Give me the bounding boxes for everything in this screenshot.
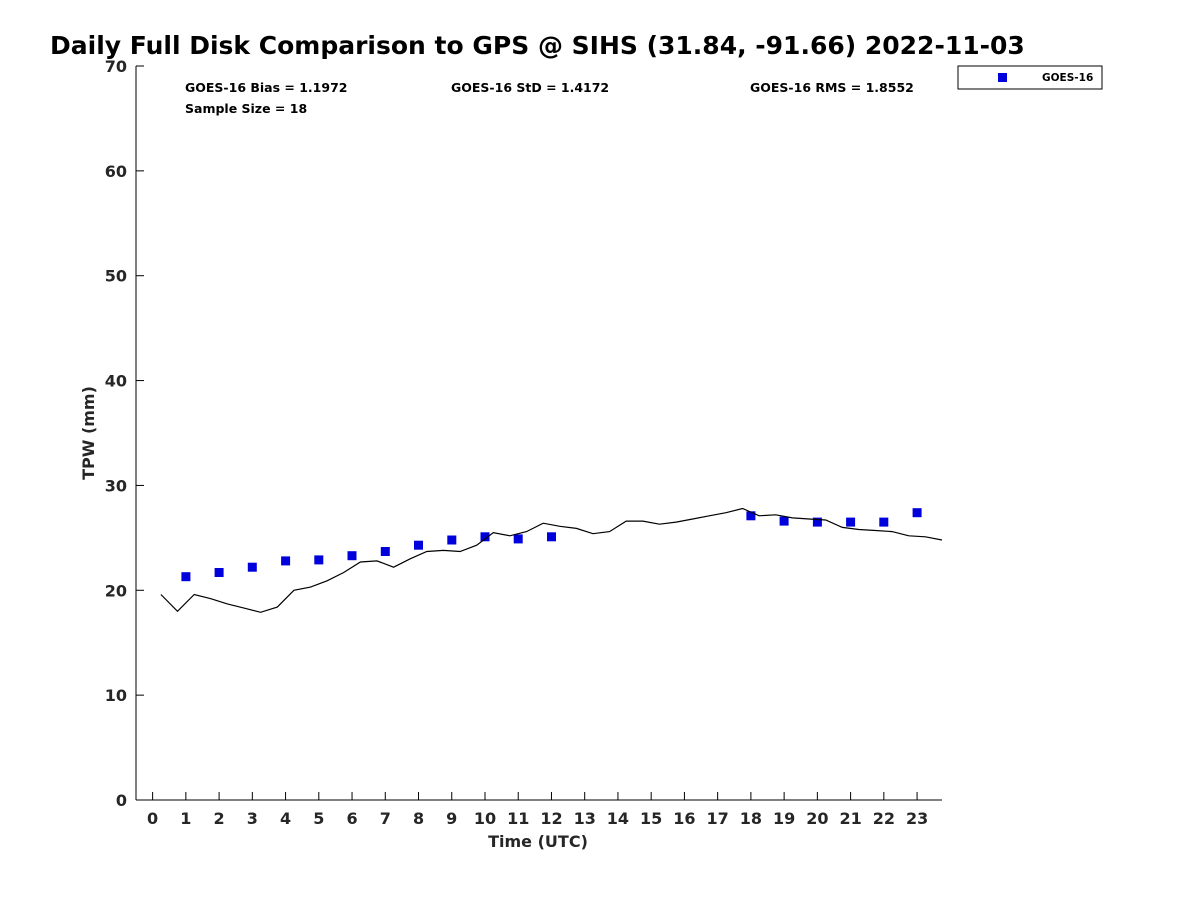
chart-title: Daily Full Disk Comparison to GPS @ SIHS… xyxy=(50,31,1025,60)
legend-marker-goes16 xyxy=(998,73,1007,82)
goes16-data-point xyxy=(281,556,291,566)
y-axis-label: TPW (mm) xyxy=(79,386,98,480)
goes16-data-point xyxy=(912,508,922,518)
goes16-data-point xyxy=(347,551,357,561)
y-tick-label: 70 xyxy=(105,57,127,76)
goes16-data-point xyxy=(181,572,191,582)
goes16-data-point xyxy=(879,517,889,527)
goes16-data-point xyxy=(247,562,257,572)
legend: GOES-16 xyxy=(957,65,1103,90)
plot-area xyxy=(160,507,943,613)
y-tick-label: 20 xyxy=(105,581,127,600)
reference-series-line xyxy=(160,507,943,613)
x-tick-label: 4 xyxy=(280,809,291,828)
x-tick-label: 3 xyxy=(247,809,258,828)
x-tick-label: 20 xyxy=(806,809,828,828)
y-tick-label: 60 xyxy=(105,162,127,181)
x-ticks: 0 1 2 3 4 5 6 7 8 9 10 11 12 13 14 15 16 17 18 19 20 21 22 23 xyxy=(147,792,928,828)
x-tick-label: 1 xyxy=(180,809,191,828)
goes16-data-point xyxy=(480,532,490,542)
x-tick-label: 6 xyxy=(346,809,357,828)
x-tick-label: 17 xyxy=(707,809,729,828)
goes16-data-point xyxy=(214,568,224,577)
goes16-data-point xyxy=(513,534,523,544)
legend-label-goes16: GOES-16 xyxy=(1042,72,1093,84)
x-tick-label: 14 xyxy=(607,809,629,828)
x-tick-label: 23 xyxy=(906,809,928,828)
x-tick-label: 9 xyxy=(446,809,457,828)
y-ticks: 0 10 20 30 40 50 60 70 xyxy=(105,57,144,810)
x-axis-label: Time (UTC) xyxy=(488,832,588,851)
x-tick-label: 21 xyxy=(839,809,861,828)
goes16-data-point xyxy=(812,517,822,527)
x-tick-label: 2 xyxy=(214,809,225,828)
goes16-data-point xyxy=(779,516,789,526)
x-tick-label: 10 xyxy=(474,809,496,828)
x-tick-label: 12 xyxy=(540,809,562,828)
x-tick-label: 19 xyxy=(773,809,795,828)
x-tick-label: 13 xyxy=(574,809,596,828)
goes16-data-point xyxy=(746,511,756,521)
x-tick-label: 5 xyxy=(313,809,324,828)
y-tick-label: 30 xyxy=(105,476,127,495)
x-tick-label: 18 xyxy=(740,809,762,828)
goes16-data-point xyxy=(846,517,856,527)
x-tick-label: 0 xyxy=(147,809,158,828)
y-tick-label: 50 xyxy=(105,267,127,286)
x-tick-label: 16 xyxy=(673,809,695,828)
x-tick-label: 22 xyxy=(873,809,895,828)
rms-stat: GOES-16 RMS = 1.8552 xyxy=(750,80,914,95)
y-tick-label: 40 xyxy=(105,372,127,391)
x-tick-label: 8 xyxy=(413,809,424,828)
axes xyxy=(135,66,942,801)
y-tick-label: 10 xyxy=(105,686,127,705)
std-stat: GOES-16 StD = 1.4172 xyxy=(451,80,609,95)
goes16-data-point xyxy=(447,535,457,545)
x-tick-label: 15 xyxy=(640,809,662,828)
x-tick-label: 7 xyxy=(380,809,391,828)
y-tick-label: 0 xyxy=(116,791,127,810)
x-tick-label: 11 xyxy=(507,809,529,828)
goes16-data-point xyxy=(314,555,324,565)
bias-stat: GOES-16 Bias = 1.1972 xyxy=(185,80,347,95)
goes16-data-point xyxy=(414,540,423,550)
legend-box xyxy=(957,65,1103,90)
sample-size-stat: Sample Size = 18 xyxy=(185,101,307,116)
goes16-data-point xyxy=(380,547,390,556)
goes16-data-point xyxy=(547,532,556,542)
